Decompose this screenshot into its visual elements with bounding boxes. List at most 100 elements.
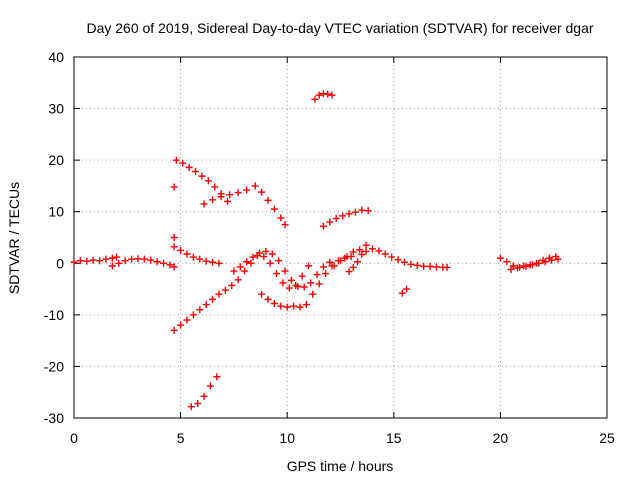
data-point	[307, 279, 315, 287]
data-point	[388, 253, 396, 261]
data-points	[70, 90, 562, 411]
data-point	[108, 262, 116, 270]
data-point	[337, 257, 344, 265]
y-tick-label: 40	[48, 49, 64, 65]
data-point	[426, 262, 434, 270]
data-point	[140, 255, 148, 263]
data-point	[302, 301, 310, 309]
data-point	[322, 270, 330, 278]
data-point	[260, 253, 268, 261]
data-point	[270, 205, 278, 213]
series-arc-16	[187, 373, 221, 411]
series-arc-2	[108, 255, 178, 271]
data-point	[89, 256, 97, 264]
data-point	[381, 250, 389, 258]
data-point	[368, 245, 376, 253]
data-point	[202, 257, 210, 265]
x-tick-label: 25	[599, 430, 615, 446]
data-point	[200, 200, 208, 208]
series-arc-12	[345, 241, 370, 276]
data-point	[496, 254, 504, 262]
data-point	[224, 197, 232, 205]
data-point	[70, 258, 78, 266]
data-point	[209, 295, 217, 303]
data-point	[270, 300, 278, 308]
data-point	[277, 302, 285, 310]
data-point	[211, 183, 219, 191]
data-point	[362, 241, 370, 249]
data-point	[170, 234, 178, 241]
data-point	[236, 263, 244, 271]
data-point	[134, 255, 142, 263]
data-point	[345, 210, 353, 218]
data-point	[249, 253, 257, 261]
data-point	[294, 282, 302, 290]
data-point	[326, 258, 334, 266]
data-point	[503, 258, 511, 266]
plot-frame	[73, 56, 608, 419]
data-point	[358, 206, 366, 214]
data-point	[177, 321, 185, 329]
data-point	[234, 189, 242, 197]
data-point	[526, 261, 534, 269]
data-point	[300, 283, 308, 291]
data-point	[313, 271, 321, 279]
series-outliers	[170, 183, 178, 241]
data-point	[185, 163, 193, 171]
data-point	[251, 182, 259, 190]
y-tick-label: 20	[48, 152, 64, 168]
data-point	[358, 251, 366, 259]
data-point	[545, 254, 553, 262]
data-point	[432, 263, 440, 271]
data-point	[283, 303, 291, 311]
y-tick-label: -20	[44, 358, 64, 374]
data-point	[281, 221, 289, 229]
data-point	[513, 264, 521, 272]
series-arc-6	[170, 252, 313, 334]
y-tick-label: -30	[44, 410, 64, 426]
y-tick-label: 10	[48, 204, 64, 220]
data-point	[275, 257, 283, 265]
data-point	[407, 260, 415, 268]
data-point	[349, 263, 357, 271]
data-point	[375, 247, 383, 255]
data-point	[215, 290, 223, 298]
data-point	[277, 214, 285, 222]
series-arc-7	[230, 247, 334, 291]
data-point	[215, 259, 223, 267]
data-point	[121, 257, 129, 265]
data-point	[226, 191, 234, 199]
x-tick-label: 5	[177, 430, 185, 446]
data-point	[189, 311, 197, 319]
data-point	[183, 316, 191, 324]
data-point	[247, 259, 255, 267]
data-point	[200, 392, 208, 400]
data-point	[354, 258, 362, 266]
data-point	[170, 326, 178, 334]
data-point	[83, 257, 91, 265]
grid-lines	[74, 57, 607, 418]
data-point	[394, 256, 402, 264]
data-point	[204, 177, 212, 185]
series-arc-1	[70, 253, 121, 266]
data-point	[319, 222, 327, 230]
series-arc-10	[319, 206, 372, 230]
data-point	[539, 256, 547, 264]
data-point	[349, 248, 357, 256]
data-point	[403, 285, 411, 293]
data-point	[264, 295, 272, 303]
data-point	[345, 268, 353, 276]
data-point	[230, 267, 238, 275]
data-point	[166, 261, 174, 269]
data-point	[443, 263, 451, 271]
data-point	[351, 208, 359, 216]
series-arc-3	[170, 243, 223, 267]
data-point	[273, 270, 281, 278]
data-point	[192, 167, 200, 175]
data-point	[128, 255, 136, 263]
y-tick-label: 0	[56, 255, 64, 271]
data-point	[209, 196, 217, 204]
x-tick-label: 0	[70, 430, 78, 446]
data-point	[177, 246, 185, 254]
data-point	[255, 249, 263, 257]
